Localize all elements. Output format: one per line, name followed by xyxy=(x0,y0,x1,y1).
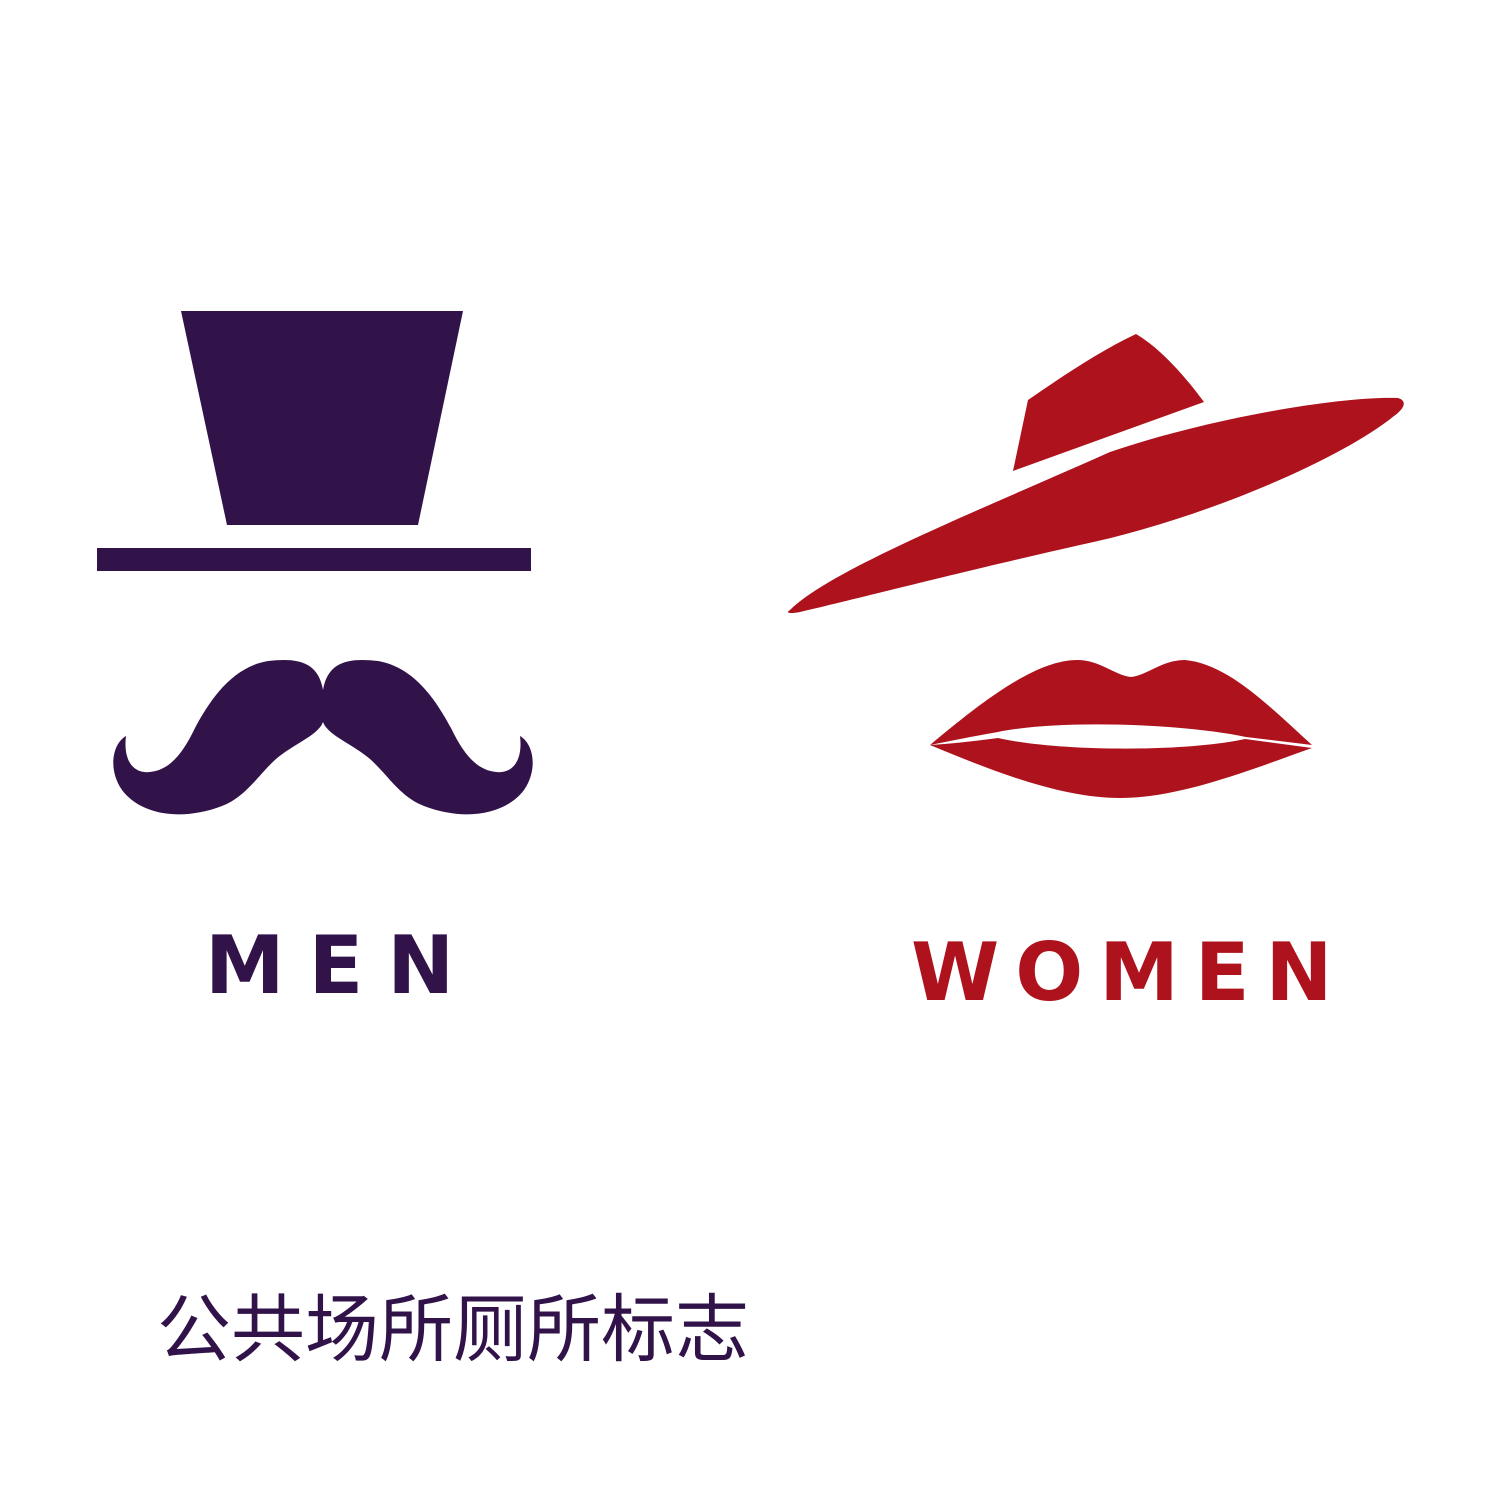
hat-crown xyxy=(1013,334,1204,471)
upper-lip xyxy=(930,660,1312,745)
caption-text: 公共场所厕所标志 xyxy=(157,1287,749,1373)
top-hat-crown xyxy=(181,311,463,525)
lower-lip xyxy=(930,738,1312,798)
lips-icon xyxy=(930,660,1312,798)
hat-brim xyxy=(788,397,1404,614)
mustache-right xyxy=(320,659,533,815)
women-label: WOMEN xyxy=(911,926,1349,1019)
men-label: MEN xyxy=(205,919,479,1012)
top-hat-brim xyxy=(97,548,531,571)
mustache-icon xyxy=(113,659,533,815)
mustache-left xyxy=(113,659,326,815)
top-hat-icon xyxy=(97,311,531,571)
wide-brim-hat-icon xyxy=(788,334,1404,614)
